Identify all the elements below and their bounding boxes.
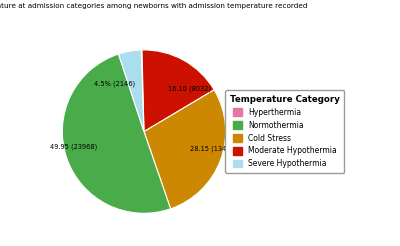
Wedge shape bbox=[62, 54, 170, 213]
Text: 16.10 (8032): 16.10 (8032) bbox=[168, 85, 211, 92]
Wedge shape bbox=[144, 90, 226, 209]
Wedge shape bbox=[142, 50, 214, 132]
Legend: Hyperthermia, Normothermia, Cold Stress, Moderate Hypothermia, Severe Hypothermi: Hyperthermia, Normothermia, Cold Stress,… bbox=[226, 91, 344, 173]
Text: 49.95 (23968): 49.95 (23968) bbox=[50, 144, 98, 151]
Text: 4.5% (2146): 4.5% (2146) bbox=[94, 80, 136, 87]
Text: 28.15 (13494): 28.15 (13494) bbox=[190, 145, 237, 152]
Wedge shape bbox=[141, 50, 144, 132]
Wedge shape bbox=[118, 50, 144, 132]
Text: Temperature at admission categories among newborns with admission temperature re: Temperature at admission categories amon… bbox=[0, 3, 308, 9]
